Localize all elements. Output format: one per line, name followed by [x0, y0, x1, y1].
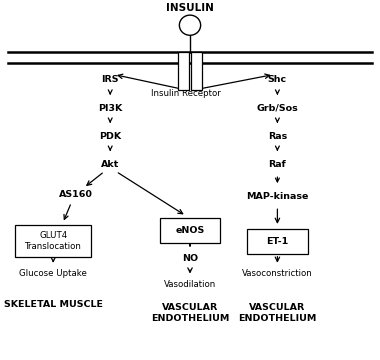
Text: MAP-kinase: MAP-kinase [246, 192, 309, 201]
Text: INSULIN: INSULIN [166, 3, 214, 13]
Text: Akt: Akt [101, 160, 119, 168]
Text: SKELETAL MUSCLE: SKELETAL MUSCLE [4, 300, 103, 309]
Text: GLUT4
Translocation: GLUT4 Translocation [25, 231, 82, 251]
Text: Grb/Sos: Grb/Sos [256, 104, 298, 112]
Text: Insulin Receptor: Insulin Receptor [151, 89, 221, 98]
Text: Ras: Ras [268, 132, 287, 140]
Bar [15, 225, 91, 257]
Bar [178, 52, 189, 90]
Text: VASCULAR
ENDOTHELIUM: VASCULAR ENDOTHELIUM [238, 303, 317, 323]
Text: Raf: Raf [269, 160, 286, 168]
Text: Shc: Shc [268, 76, 287, 85]
Text: IRS: IRS [101, 76, 119, 85]
Bar [160, 218, 220, 243]
Text: VASCULAR
ENDOTHELIUM: VASCULAR ENDOTHELIUM [151, 303, 229, 323]
Bar [247, 229, 308, 254]
Text: Vasoconstriction: Vasoconstriction [242, 269, 313, 278]
Text: eNOS: eNOS [176, 226, 204, 235]
Text: PDK: PDK [99, 132, 121, 140]
Text: PI3K: PI3K [98, 104, 122, 112]
Circle shape [179, 15, 201, 35]
Text: ET-1: ET-1 [266, 237, 288, 246]
Text: Glucose Uptake: Glucose Uptake [19, 269, 87, 278]
Text: AS160: AS160 [59, 190, 93, 199]
Text: NO: NO [182, 253, 198, 263]
Bar [191, 52, 202, 90]
Text: Vasodilation: Vasodilation [164, 280, 216, 289]
